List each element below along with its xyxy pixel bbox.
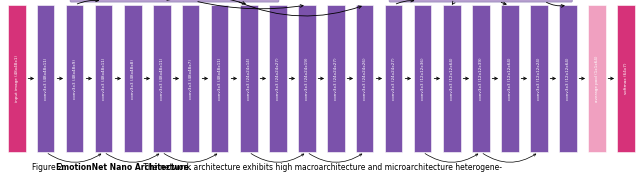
- Text: conv3x3 (48x48x9): conv3x3 (48x48x9): [73, 59, 77, 99]
- Text: conv3x3 (12x12x64): conv3x3 (12x12x64): [450, 57, 454, 100]
- Text: conv3x3 (12x12x64): conv3x3 (12x12x64): [508, 57, 512, 100]
- Bar: [8, 5, 26, 152]
- Bar: [385, 5, 403, 152]
- Bar: [124, 5, 141, 152]
- Bar: [95, 5, 113, 152]
- Bar: [414, 5, 431, 152]
- Text: input image (48x48x1): input image (48x48x1): [15, 55, 19, 102]
- Text: conv3x3 (24x24x27): conv3x3 (24x24x27): [392, 57, 396, 100]
- Text: EmotionNet Nano Architecture.: EmotionNet Nano Architecture.: [56, 163, 192, 172]
- Text: The network architecture exhibits high macroarchitecture and microarchitecture h: The network architecture exhibits high m…: [141, 163, 502, 172]
- Bar: [182, 5, 200, 152]
- Bar: [37, 5, 54, 152]
- Text: conv3x3 (24x24x26): conv3x3 (24x24x26): [363, 57, 367, 100]
- Bar: [269, 5, 287, 152]
- Bar: [530, 5, 547, 152]
- Text: conv3x3 (48x48x11): conv3x3 (48x48x11): [102, 57, 106, 100]
- Text: conv3x3 (24x24x27): conv3x3 (24x24x27): [333, 57, 338, 100]
- Bar: [588, 5, 605, 152]
- Bar: [66, 5, 83, 152]
- Text: Figure 2.: Figure 2.: [32, 163, 67, 172]
- Text: conv3x3 (24x24x27): conv3x3 (24x24x27): [276, 57, 280, 100]
- Text: conv3x3 (12x12x39): conv3x3 (12x12x39): [479, 57, 483, 100]
- Text: conv3x3 (12x12x64): conv3x3 (12x12x64): [566, 57, 570, 100]
- Bar: [211, 5, 228, 152]
- FancyBboxPatch shape: [389, 0, 572, 2]
- Text: softmax (64x7): softmax (64x7): [624, 63, 628, 94]
- Text: conv3x3 (24x24x19): conv3x3 (24x24x19): [305, 57, 308, 100]
- Text: conv3x3 (48x48x8): conv3x3 (48x48x8): [131, 59, 135, 99]
- Bar: [559, 5, 577, 152]
- Bar: [240, 5, 257, 152]
- Bar: [298, 5, 316, 152]
- Text: conv3x3 (12x12x24): conv3x3 (12x12x24): [537, 57, 541, 100]
- Text: conv3x3 (12x12x36): conv3x3 (12x12x36): [420, 57, 425, 100]
- Bar: [617, 5, 634, 152]
- Bar: [443, 5, 461, 152]
- FancyBboxPatch shape: [70, 0, 279, 2]
- Bar: [356, 5, 374, 152]
- Bar: [472, 5, 490, 152]
- Text: average pool (1x1x64): average pool (1x1x64): [595, 55, 599, 102]
- Bar: [153, 5, 170, 152]
- Text: conv3x3 (48x48x7): conv3x3 (48x48x7): [189, 59, 193, 99]
- Text: conv3x3 (48x48x11): conv3x3 (48x48x11): [160, 57, 164, 100]
- Text: conv3x3 (24x24x14): conv3x3 (24x24x14): [247, 57, 251, 100]
- Text: conv3x3 (48x48x11): conv3x3 (48x48x11): [218, 57, 221, 100]
- Text: conv3x3 (48x48x11): conv3x3 (48x48x11): [44, 57, 48, 100]
- Bar: [501, 5, 518, 152]
- Bar: [327, 5, 344, 152]
